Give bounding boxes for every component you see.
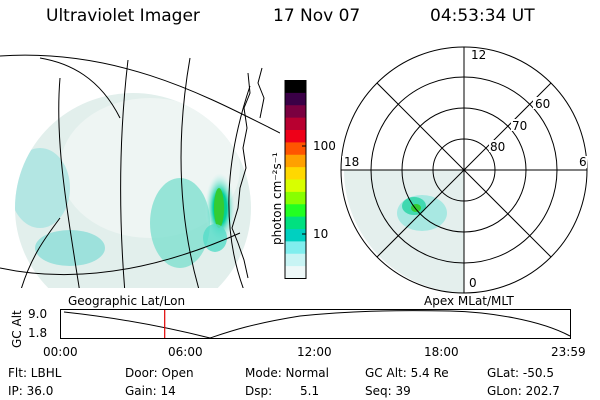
mlt-label-18: 18 — [344, 155, 359, 169]
colorbar — [284, 80, 307, 280]
altitude-xtick-0: 00:00 — [43, 345, 78, 359]
colorbar-cell — [285, 105, 306, 119]
colorbar-cell — [285, 241, 306, 255]
colorbar-cell — [285, 130, 306, 143]
altitude-plot — [60, 309, 571, 339]
altitude-ytick-min: 1.8 — [28, 326, 48, 340]
app-title: Ultraviolet Imager — [46, 6, 200, 26]
polar-panel-label: Apex MLat/MLT — [424, 294, 514, 308]
mlt-label-6: 6 — [579, 155, 587, 169]
coastline — [231, 67, 265, 279]
filter-info: Flt: LBHL — [8, 366, 62, 380]
date-display: 17 Nov 07 — [273, 6, 361, 26]
seq-info: Seq: 39 — [365, 384, 411, 398]
colorbar-cell — [285, 142, 306, 156]
colorbar-cell — [285, 191, 306, 205]
altitude-xtick-2: 12:00 — [297, 345, 332, 359]
ip-info: IP: 36.0 — [8, 384, 54, 398]
geo-grid-lines — [0, 54, 280, 288]
altitude-curve — [63, 310, 571, 339]
altitude-ytick-max: 9.0 — [28, 307, 48, 321]
mlat-label-60: 60 — [535, 97, 550, 111]
door-info: Door: Open — [125, 366, 194, 380]
geographic-image — [0, 54, 280, 288]
colorbar-cell — [285, 167, 306, 181]
mlat-label-70: 70 — [512, 119, 527, 133]
altitude-xtick-4: 23:59 — [551, 345, 586, 359]
colorbar-cell — [285, 117, 306, 131]
polar-grid — [340, 46, 588, 294]
colorbar-cell — [285, 80, 306, 94]
colorbar-cell — [285, 216, 306, 230]
colorbar-cell — [285, 266, 306, 280]
colorbar-tick-10: 10 — [313, 227, 329, 241]
geo-panel-label: Geographic Lat/Lon — [68, 294, 186, 308]
mlat-label-80: 80 — [490, 140, 505, 154]
gc-alt-info: GC Alt: 5.4 Re — [365, 366, 449, 380]
altitude-xtick-1: 06:00 — [168, 345, 203, 359]
altitude-ylabel: GC Alt — [10, 310, 24, 348]
glon-info: GLon: 202.7 — [487, 384, 560, 398]
colorbar-tick-100: 100 — [313, 139, 336, 153]
mode-info: Mode: Normal — [245, 366, 329, 380]
geo-image-disk — [15, 93, 251, 288]
time-display: 04:53:34 UT — [430, 6, 535, 26]
polar-plot: 12 18 6 0 60 70 80 — [340, 46, 588, 294]
altitude-xtick-3: 18:00 — [424, 345, 459, 359]
colorbar-cell — [285, 204, 306, 218]
colorbar-cell — [285, 229, 306, 242]
colorbar-cell — [285, 92, 306, 106]
glat-info: GLat: -50.5 — [487, 366, 554, 380]
mlt-label-0: 0 — [469, 276, 477, 290]
mlt-label-12: 12 — [471, 48, 486, 62]
dsp-label: Dsp: — [245, 384, 273, 398]
dsp-value: 5.1 — [300, 384, 320, 398]
colorbar-cell — [285, 253, 306, 267]
colorbar-unit-label: photon cm⁻²s⁻¹ — [270, 152, 284, 245]
colorbar-cell — [285, 179, 306, 193]
colorbar-cell — [285, 154, 306, 168]
gain-info: Gain: 14 — [125, 384, 176, 398]
